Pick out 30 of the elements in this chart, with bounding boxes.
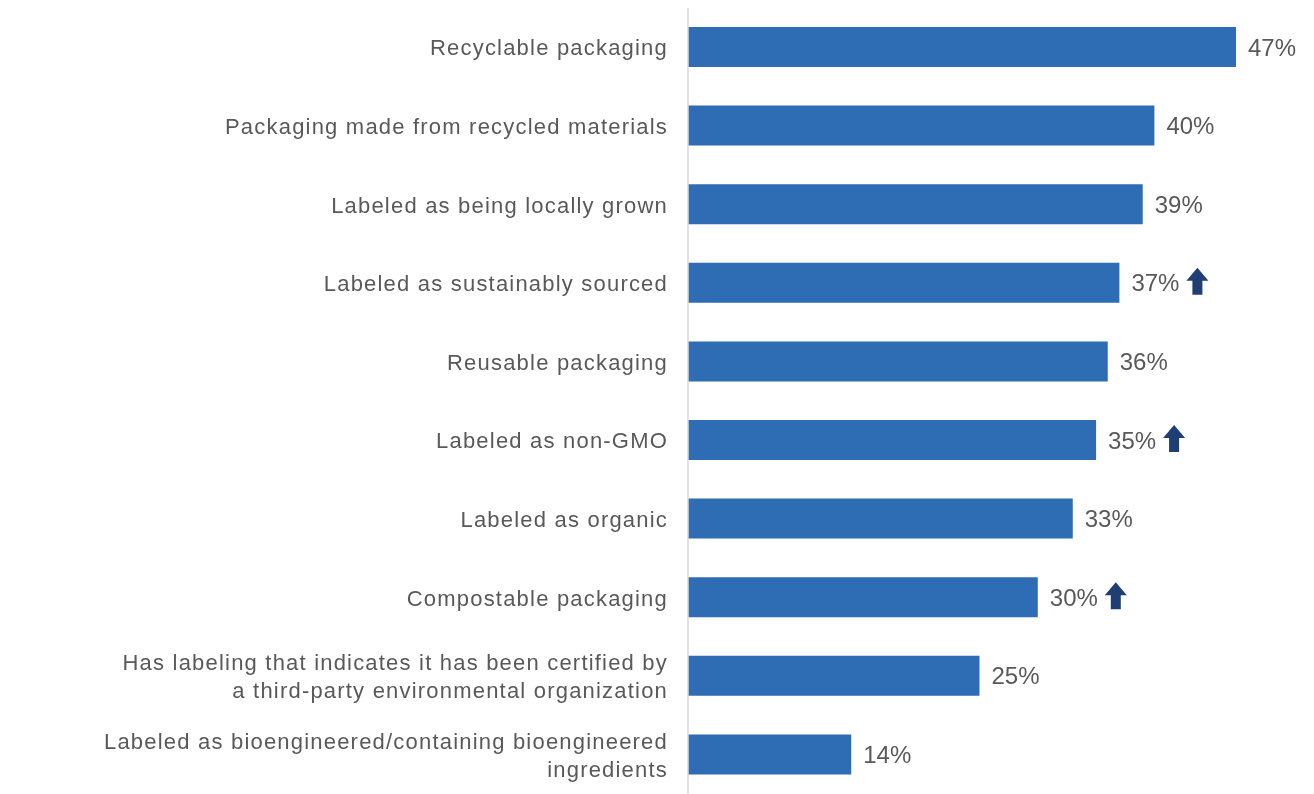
y-tick-label: Has labeling that indicates it has been certified by a third-party environmental organization <box>122 649 668 703</box>
data-label: 25% <box>991 662 1040 690</box>
bar <box>688 341 1108 382</box>
data-label: 35% <box>1108 426 1157 454</box>
bar <box>688 577 1038 618</box>
y-tick-label: Compostable packaging <box>406 585 668 610</box>
data-label: 39% <box>1154 190 1203 218</box>
data-label: 47% <box>1248 33 1297 61</box>
bar <box>688 262 1120 303</box>
y-tick-label: Labeled as bioengineered/containing bioengineered ingredients <box>104 728 668 782</box>
data-label: 37% <box>1131 269 1180 297</box>
bar <box>688 655 980 696</box>
data-label: 36% <box>1119 347 1168 375</box>
data-label: 33% <box>1084 505 1133 533</box>
bar <box>688 27 1236 67</box>
bar <box>688 184 1143 225</box>
y-tick-label: Labeled as sustainably sourced <box>323 270 668 296</box>
y-tick-label: Reusable packaging <box>447 349 668 375</box>
data-label: 40% <box>1166 112 1215 140</box>
y-tick-label: Recyclable packaging <box>429 34 668 60</box>
y-tick-label: Labeled as organic <box>460 506 668 532</box>
y-tick-label: Packaging made from recycled materials <box>225 113 668 139</box>
data-label: 14% <box>863 740 912 768</box>
bar <box>688 498 1073 539</box>
y-tick-label: Labeled as being locally grown <box>331 192 668 217</box>
bar <box>688 734 852 775</box>
bar <box>688 105 1155 146</box>
bar <box>688 420 1097 460</box>
y-tick-label: Labeled as non-GMO <box>436 427 668 453</box>
data-label: 30% <box>1049 583 1098 611</box>
